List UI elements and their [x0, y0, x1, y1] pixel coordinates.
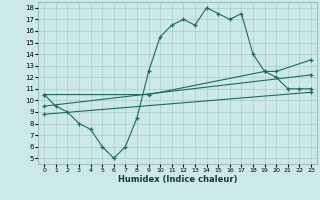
X-axis label: Humidex (Indice chaleur): Humidex (Indice chaleur) — [118, 175, 237, 184]
